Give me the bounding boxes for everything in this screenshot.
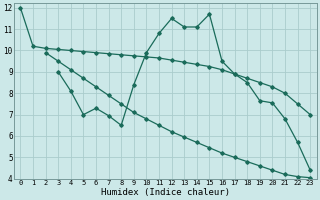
- X-axis label: Humidex (Indice chaleur): Humidex (Indice chaleur): [101, 188, 230, 197]
